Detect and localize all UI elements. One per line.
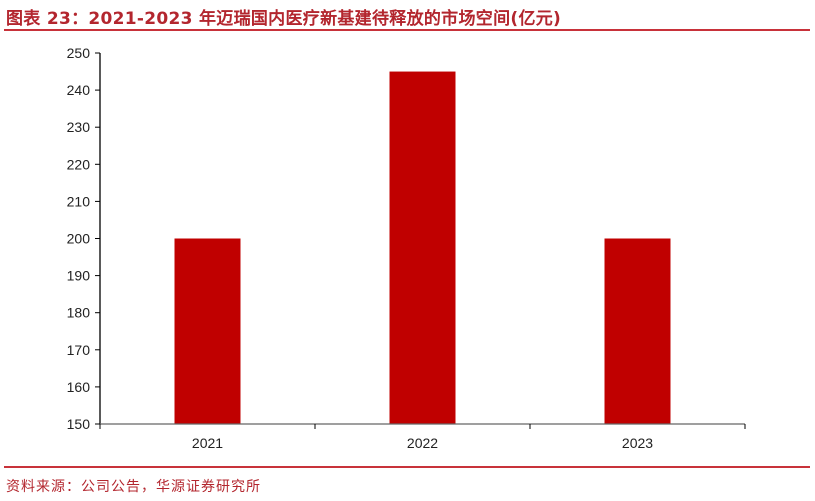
y-tick-label: 240: [67, 82, 91, 98]
source-note: 资料来源：公司公告，华源证券研究所: [6, 479, 261, 495]
y-tick-label: 250: [67, 45, 91, 61]
title-divider: [4, 29, 810, 31]
x-tick-label: 2023: [622, 435, 653, 451]
bar-2022: [389, 71, 456, 425]
x-tick-label: 2022: [407, 435, 438, 451]
y-tick-label: 210: [67, 193, 91, 209]
y-tick-label: 160: [67, 379, 91, 395]
y-tick-label: 220: [67, 156, 91, 172]
source-divider: [4, 466, 810, 468]
y-tick-label: 150: [67, 416, 91, 432]
chart-title: 图表 23：2021-2023 年迈瑞国内医疗新基建待释放的市场空间(亿元): [6, 9, 562, 29]
y-tick-label: 230: [67, 119, 91, 135]
bar-2023: [604, 238, 671, 424]
x-tick-label: 2021: [192, 435, 223, 451]
y-tick-label: 180: [67, 305, 91, 321]
bar-2021: [174, 238, 241, 424]
y-tick-label: 170: [67, 342, 91, 358]
y-tick-label: 200: [67, 231, 91, 247]
y-tick-label: 190: [67, 268, 91, 284]
